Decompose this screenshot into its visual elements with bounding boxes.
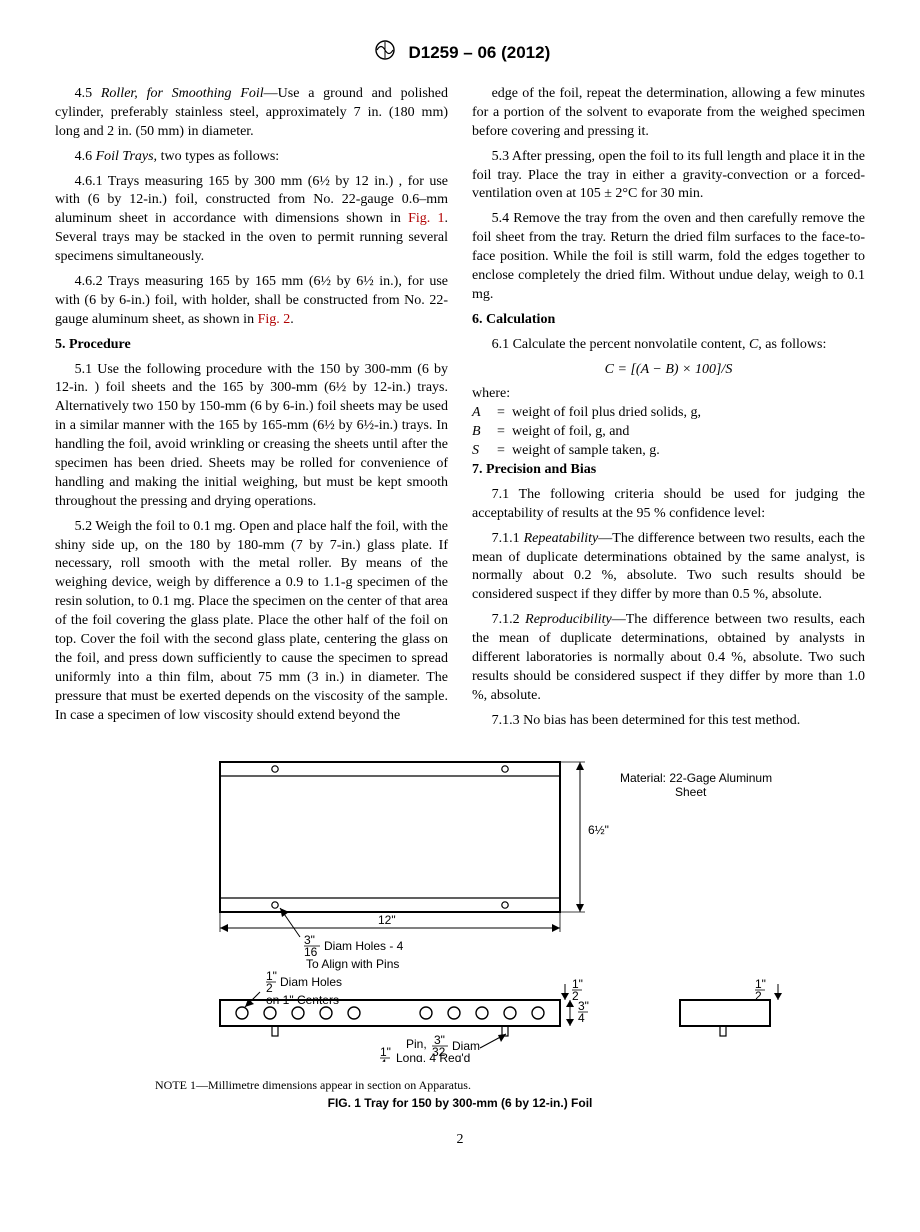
svg-text:4: 4 [380, 1057, 387, 1062]
designation: D1259 – 06 (2012) [408, 43, 550, 62]
para-7-1-1: 7.1.1 Repeatability—The difference betwe… [472, 530, 865, 606]
para-5-3: 5.3 After pressing, open the foil to its… [472, 148, 865, 205]
ref-fig-2[interactable]: Fig. 2 [258, 312, 291, 327]
para-4-6-2: 4.6.2 Trays measuring 165 by 165 mm (6½ … [55, 273, 448, 330]
para-4-6-1: 4.6.1 Trays measuring 165 by 300 mm (6½ … [55, 173, 448, 267]
ref-fig-1[interactable]: Fig. 1 [408, 211, 444, 226]
svg-text:2: 2 [572, 989, 579, 1003]
svg-text:on 1" Centers: on 1" Centers [266, 993, 339, 1007]
svg-text:Diam Holes - 4: Diam Holes - 4 [324, 939, 404, 953]
svg-text:Diam Holes: Diam Holes [280, 975, 342, 989]
svg-text:Material: 22-Gage Aluminum: Material: 22-Gage Aluminum [620, 771, 772, 785]
para-7-1: 7.1 The following criteria should be use… [472, 486, 865, 524]
body-columns: 4.5 Roller, for Smoothing Foil—Use a gro… [55, 85, 865, 734]
para-4-6: 4.6 Foil Trays, two types as follows: [55, 148, 448, 167]
figure-1: 6½" Material: 22-Gage Aluminum Sheet 12"… [55, 752, 865, 1069]
svg-text:2: 2 [755, 989, 762, 1003]
figure-caption: FIG. 1 Tray for 150 by 300-mm (6 by 12-i… [55, 1095, 865, 1111]
section-5-heading: 5. Procedure [55, 336, 448, 355]
page-header: D1259 – 06 (2012) [55, 40, 865, 67]
svg-text:Sheet: Sheet [675, 785, 707, 799]
section-7-heading: 7. Precision and Bias [472, 461, 865, 480]
para-4-5: 4.5 Roller, for Smoothing Foil—Use a gro… [55, 85, 448, 142]
para-7-1-2: 7.1.2 Reproducibility—The difference bet… [472, 611, 865, 705]
where-block: where: A=weight of foil plus dried solid… [472, 385, 865, 461]
para-5-2-cont: edge of the foil, repeat the determinati… [472, 85, 865, 142]
equation: C = [(A − B) × 100]/S [472, 361, 865, 380]
svg-text:To Align with Pins: To Align with Pins [306, 957, 399, 971]
para-6-1: 6.1 Calculate the percent nonvolatile co… [472, 336, 865, 355]
page-number: 2 [55, 1131, 865, 1150]
svg-text:Pin,: Pin, [406, 1037, 427, 1051]
svg-text:12": 12" [378, 913, 396, 927]
svg-text:Long, 4 Req'd: Long, 4 Req'd [396, 1051, 470, 1062]
astm-logo [370, 40, 400, 67]
para-5-4: 5.4 Remove the tray from the oven and th… [472, 210, 865, 304]
svg-text:4: 4 [578, 1011, 585, 1025]
para-5-1: 5.1 Use the following procedure with the… [55, 361, 448, 512]
svg-text:6½": 6½" [588, 823, 609, 837]
figure-note: NOTE 1—Millimetre dimensions appear in s… [155, 1077, 865, 1093]
para-7-1-3: 7.1.3 No bias has been determined for th… [472, 712, 865, 731]
section-6-heading: 6. Calculation [472, 311, 865, 330]
para-5-2: 5.2 Weigh the foil to 0.1 mg. Open and p… [55, 518, 448, 726]
